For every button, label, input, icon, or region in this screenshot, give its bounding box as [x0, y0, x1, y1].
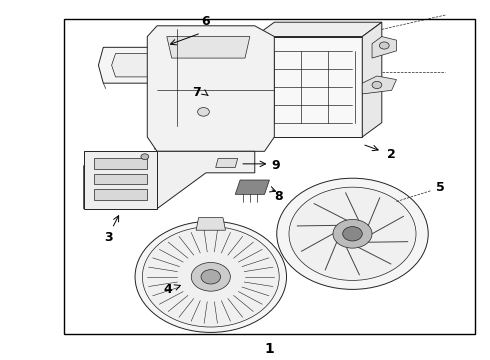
Polygon shape	[255, 22, 382, 37]
Text: 2: 2	[387, 148, 395, 161]
Polygon shape	[94, 174, 147, 184]
Circle shape	[372, 81, 382, 89]
Polygon shape	[362, 76, 396, 94]
Text: 3: 3	[104, 231, 113, 244]
Polygon shape	[112, 54, 168, 77]
Circle shape	[201, 270, 220, 284]
Polygon shape	[196, 218, 225, 230]
Polygon shape	[98, 47, 181, 83]
Polygon shape	[372, 37, 396, 58]
Circle shape	[343, 226, 362, 241]
Polygon shape	[94, 189, 147, 200]
Circle shape	[135, 221, 287, 332]
Polygon shape	[216, 158, 238, 167]
Polygon shape	[147, 26, 274, 151]
Text: 6: 6	[201, 15, 210, 28]
Polygon shape	[84, 151, 157, 209]
Text: 4: 4	[163, 283, 172, 296]
Circle shape	[191, 262, 230, 291]
Polygon shape	[84, 151, 255, 209]
Circle shape	[379, 42, 389, 49]
Circle shape	[141, 154, 149, 159]
Circle shape	[333, 220, 372, 248]
Polygon shape	[255, 37, 362, 137]
Text: 5: 5	[436, 181, 444, 194]
Circle shape	[277, 178, 428, 289]
Text: 1: 1	[265, 342, 274, 356]
Circle shape	[289, 187, 416, 280]
Text: 7: 7	[192, 86, 201, 99]
Text: 9: 9	[272, 159, 280, 172]
Polygon shape	[94, 158, 147, 169]
Polygon shape	[235, 180, 270, 194]
Text: 8: 8	[274, 190, 283, 203]
Polygon shape	[362, 22, 382, 137]
Circle shape	[143, 226, 279, 327]
Circle shape	[197, 108, 209, 116]
Bar	[64, 19, 475, 334]
Polygon shape	[167, 37, 250, 58]
